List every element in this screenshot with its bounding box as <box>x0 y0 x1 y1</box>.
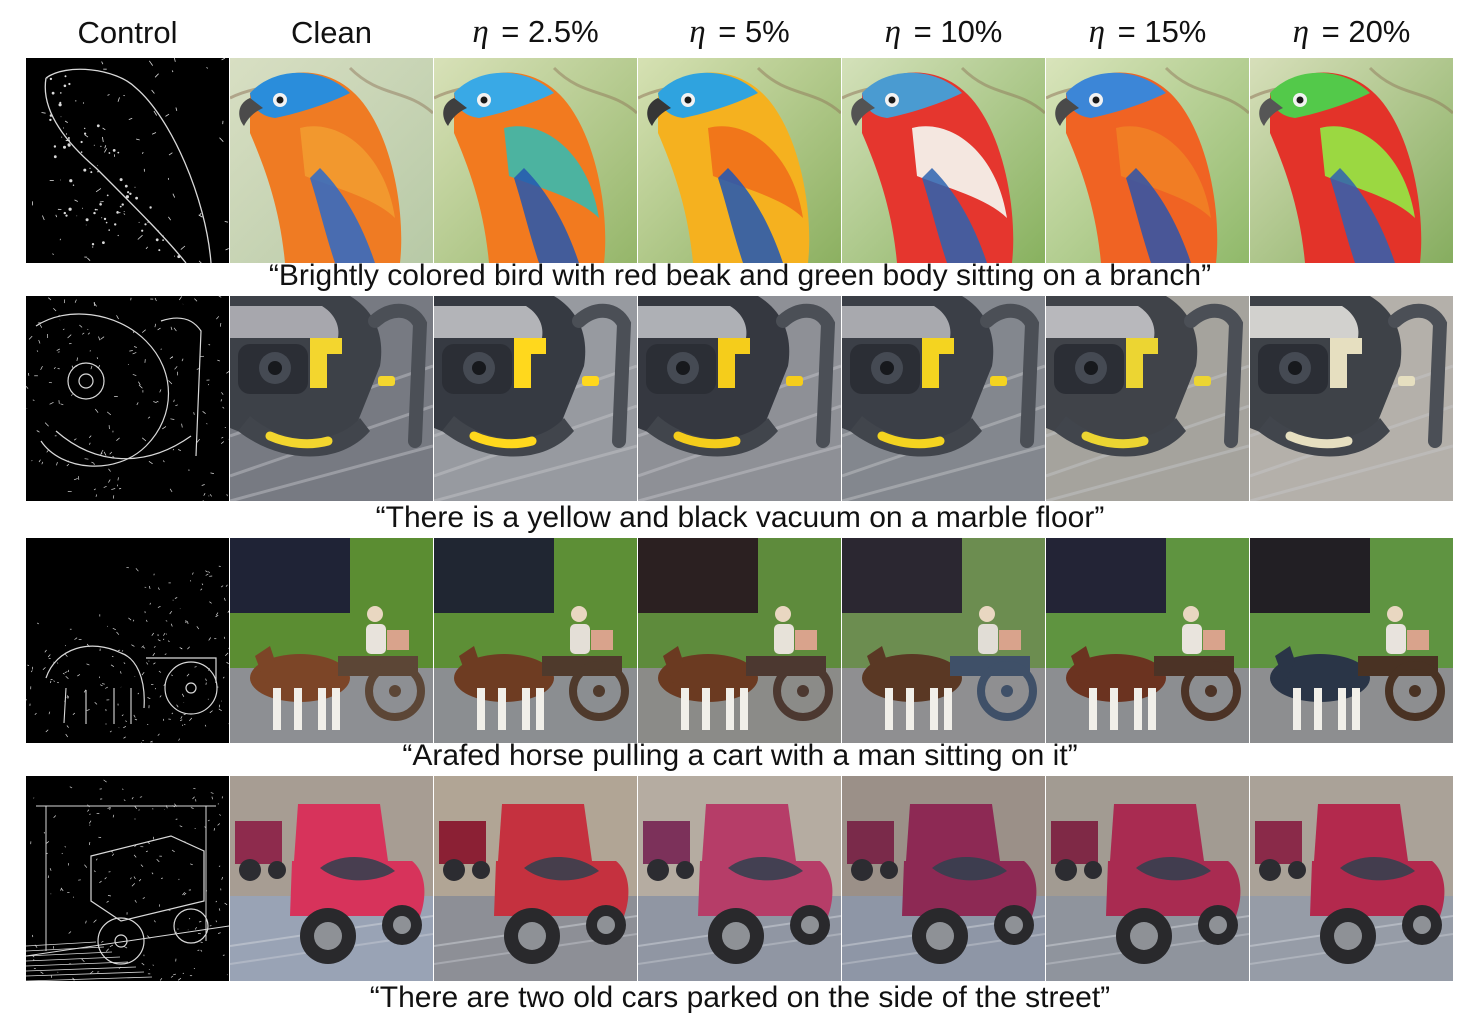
old-cars-image-svg <box>230 776 433 981</box>
column-header-clean: Clean <box>291 14 372 50</box>
vacuum-eta-15-sample <box>1046 296 1249 501</box>
vacuum-image-svg <box>842 296 1045 501</box>
vacuum-image-svg <box>638 296 841 501</box>
column-header-eta-15: η = 15% <box>1088 13 1207 50</box>
old-cars-eta-5-sample <box>638 776 841 981</box>
old-cars-eta-10-sample <box>842 776 1045 981</box>
vacuum-image-svg <box>230 296 433 501</box>
bird-control-edge-map <box>26 58 229 263</box>
caption-bird: “Brightly colored bird with red beak and… <box>268 259 1212 292</box>
horse-cart-eta-2-5-sample <box>434 538 637 743</box>
edge-map-svg <box>26 538 229 743</box>
horse-cart-image-svg <box>1046 538 1249 743</box>
caption-old-cars: “There are two old cars parked on the si… <box>369 981 1111 1014</box>
vacuum-image-svg <box>1046 296 1249 501</box>
horse-cart-image-svg <box>842 538 1045 743</box>
bird-image-svg <box>1046 58 1249 263</box>
bird-eta-5-sample <box>638 58 841 263</box>
edge-map-svg <box>26 58 229 263</box>
bird-image-svg <box>842 58 1045 263</box>
bird-eta-20-sample <box>1250 58 1453 263</box>
horse-cart-eta-5-sample <box>638 538 841 743</box>
vacuum-eta-10-sample <box>842 296 1045 501</box>
bird-eta-15-sample <box>1046 58 1249 263</box>
caption-horse-cart: “Arafed horse pulling a cart with a man … <box>402 739 1078 772</box>
old-cars-image-svg <box>434 776 637 981</box>
horse-cart-control-edge-map <box>26 538 229 743</box>
vacuum-control-edge-map <box>26 296 229 501</box>
image-row-vacuum <box>26 296 1454 501</box>
bird-image-svg <box>1250 58 1453 263</box>
old-cars-image-svg <box>1046 776 1249 981</box>
image-row-horse-cart <box>26 538 1454 743</box>
old-cars-eta-2-5-sample <box>434 776 637 981</box>
image-row-old-cars <box>26 776 1454 981</box>
horse-cart-eta-20-sample <box>1250 538 1453 743</box>
horse-cart-image-svg <box>230 538 433 743</box>
column-header-eta-2-5: η = 2.5% <box>472 13 599 50</box>
old-cars-eta-20-sample <box>1250 776 1453 981</box>
old-cars-eta-15-sample <box>1046 776 1249 981</box>
bird-eta-10-sample <box>842 58 1045 263</box>
column-header-control: Control <box>77 14 178 50</box>
vacuum-eta-20-sample <box>1250 296 1453 501</box>
column-header-row: Control Clean η = 2.5% η = 5% η = 10% η … <box>26 8 1454 56</box>
old-cars-image-svg <box>842 776 1045 981</box>
horse-cart-clean-sample <box>230 538 433 743</box>
bird-eta-2-5-sample <box>434 58 637 263</box>
column-header-eta-5: η = 5% <box>689 13 790 50</box>
old-cars-clean-sample <box>230 776 433 981</box>
old-cars-image-svg <box>638 776 841 981</box>
horse-cart-eta-15-sample <box>1046 538 1249 743</box>
horse-cart-eta-10-sample <box>842 538 1045 743</box>
vacuum-eta-5-sample <box>638 296 841 501</box>
old-cars-control-edge-map <box>26 776 229 981</box>
edge-map-svg <box>26 296 229 501</box>
horse-cart-image-svg <box>434 538 637 743</box>
column-header-eta-20: η = 20% <box>1292 13 1411 50</box>
vacuum-clean-sample <box>230 296 433 501</box>
vacuum-image-svg <box>1250 296 1453 501</box>
bird-clean-sample <box>230 58 433 263</box>
bird-image-svg <box>434 58 637 263</box>
horse-cart-image-svg <box>638 538 841 743</box>
bird-image-svg <box>638 58 841 263</box>
vacuum-eta-2-5-sample <box>434 296 637 501</box>
old-cars-image-svg <box>1250 776 1453 981</box>
vacuum-image-svg <box>434 296 637 501</box>
column-header-eta-10: η = 10% <box>884 13 1003 50</box>
horse-cart-image-svg <box>1250 538 1453 743</box>
caption-vacuum: “There is a yellow and black vacuum on a… <box>375 501 1105 534</box>
edge-map-svg <box>26 776 229 981</box>
bird-image-svg <box>230 58 433 263</box>
image-row-bird <box>26 58 1454 263</box>
